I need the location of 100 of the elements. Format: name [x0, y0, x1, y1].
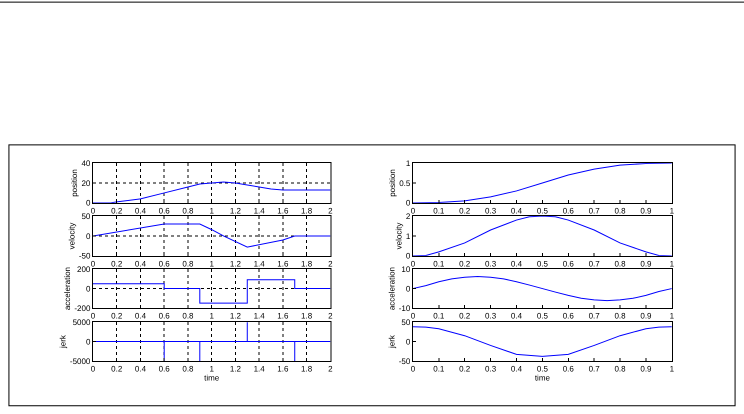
- y-tick-label: 0: [406, 284, 411, 294]
- x-tick-label: 1: [209, 259, 214, 268]
- x-tick-label: 1: [670, 364, 675, 374]
- y-tick-label: -50: [398, 356, 411, 366]
- x-tick-label: 2: [328, 364, 334, 374]
- x-tick-label: 1: [670, 312, 675, 321]
- x-tick-label: 2: [328, 312, 334, 321]
- x-tick-label: 1.2: [230, 206, 242, 216]
- x-tick-label: 1.8: [301, 259, 313, 268]
- y-axis-title: acceleration: [387, 266, 396, 310]
- y-axis-title: position: [388, 169, 397, 197]
- y-tick-label: 50: [401, 318, 411, 327]
- x-tick-label: 0.5: [536, 206, 548, 216]
- y-tick-label: 0: [86, 284, 91, 294]
- x-tick-label: 0.5: [536, 364, 548, 374]
- x-tick-label: 0.1: [433, 259, 445, 268]
- y-tick-label: -5000: [70, 356, 91, 366]
- x-tick-label: 0.8: [182, 206, 194, 216]
- x-tick-label: 1.2: [230, 259, 242, 268]
- x-tick-label: 1.4: [254, 206, 266, 216]
- x-tick-label: 1.6: [277, 259, 289, 268]
- x-axis-title: time: [534, 374, 550, 383]
- x-tick-label: 0.8: [614, 259, 626, 268]
- x-tick-label: 0.4: [510, 206, 523, 216]
- line-series: [412, 163, 672, 203]
- x-axis-title: time: [204, 374, 220, 383]
- x-tick-label: 0.5: [536, 259, 548, 268]
- x-tick-label: 1.8: [301, 206, 313, 216]
- y-axis-title: jerk: [58, 334, 68, 349]
- line-series: [412, 216, 672, 256]
- x-tick-label: 1.6: [277, 206, 289, 216]
- y-tick-label: -50: [78, 252, 91, 261]
- line-series: [412, 326, 672, 357]
- line-series: [412, 276, 672, 302]
- y-axis-title: jerk: [387, 334, 396, 349]
- x-tick-label: 1: [209, 364, 214, 374]
- x-tick-label: 0.8: [614, 364, 626, 374]
- x-tick-label: 0.1: [433, 364, 445, 374]
- y-tick-label: 0.5: [399, 178, 411, 188]
- x-tick-label: 0.5: [536, 312, 548, 321]
- x-tick-label: 0.6: [158, 312, 170, 321]
- x-tick-label: 0.2: [111, 312, 123, 321]
- x-tick-label: 1.4: [254, 364, 266, 374]
- x-tick-label: 0.2: [111, 206, 123, 216]
- x-tick-label: 1: [670, 259, 675, 268]
- x-tick-label: 1.2: [230, 312, 242, 321]
- y-tick-label: 0: [86, 198, 91, 208]
- y-axis-title: position: [70, 169, 80, 197]
- x-tick-label: 0.7: [588, 312, 600, 321]
- y-tick-label: 40: [81, 158, 91, 168]
- y-tick-label: 1: [406, 232, 411, 241]
- x-tick-label: 0.4: [134, 206, 147, 216]
- x-tick-label: 0.2: [459, 206, 471, 216]
- x-tick-label: 1.8: [301, 364, 313, 374]
- x-tick-label: 0.6: [562, 364, 574, 374]
- x-tick-label: 0.8: [182, 364, 194, 374]
- x-tick-label: 1.4: [254, 259, 266, 268]
- x-tick-label: 0.2: [111, 364, 123, 374]
- x-tick-label: 0.8: [614, 312, 626, 321]
- x-tick-label: 0.2: [459, 312, 471, 321]
- x-tick-label: 0.3: [485, 364, 497, 374]
- x-tick-label: 1.6: [277, 364, 289, 374]
- x-tick-label: 1.8: [301, 312, 313, 321]
- x-tick-label: 2: [328, 206, 334, 216]
- x-tick-label: 0.3: [485, 259, 497, 268]
- x-tick-label: 0.9: [640, 206, 652, 216]
- x-tick-label: 2: [328, 259, 334, 268]
- x-tick-label: 0.7: [588, 259, 600, 268]
- x-tick-label: 0.4: [134, 364, 147, 374]
- x-tick-label: 0.9: [640, 259, 652, 268]
- x-tick-label: 1.2: [230, 364, 242, 374]
- x-tick-label: 0.4: [510, 312, 523, 321]
- y-tick-label: 0: [86, 232, 91, 241]
- x-tick-label: 0.7: [588, 206, 600, 216]
- x-tick-label: 0.8: [182, 259, 194, 268]
- y-tick-label: 1: [406, 158, 411, 168]
- y-tick-label: 200: [77, 264, 91, 274]
- line-series: [93, 224, 330, 248]
- x-tick-label: 0.4: [134, 312, 147, 321]
- x-tick-label: 0.6: [158, 206, 170, 216]
- x-tick-label: 0.2: [459, 259, 471, 268]
- x-tick-label: 0.9: [640, 364, 652, 374]
- y-tick-label: 0: [86, 337, 91, 346]
- x-tick-label: 0.2: [111, 259, 123, 268]
- x-tick-label: 1: [209, 312, 214, 321]
- x-tick-label: 0.1: [433, 312, 445, 321]
- y-axis-title: velocity: [68, 222, 77, 250]
- x-tick-label: 0.1: [433, 206, 445, 216]
- x-tick-label: 0.7: [588, 364, 600, 374]
- x-tick-label: 0.6: [158, 364, 170, 374]
- y-tick-label: 0: [406, 198, 411, 208]
- x-tick-label: 0.6: [562, 312, 574, 321]
- x-tick-label: 0.9: [640, 312, 652, 321]
- x-tick-label: 0.4: [510, 364, 523, 374]
- x-tick-label: 0.6: [562, 259, 574, 268]
- y-tick-label: -200: [74, 304, 91, 313]
- x-tick-label: 1.4: [254, 312, 266, 321]
- y-tick-label: 20: [81, 178, 91, 188]
- x-tick-label: 0.2: [459, 364, 471, 374]
- y-tick-label: -10: [398, 304, 411, 313]
